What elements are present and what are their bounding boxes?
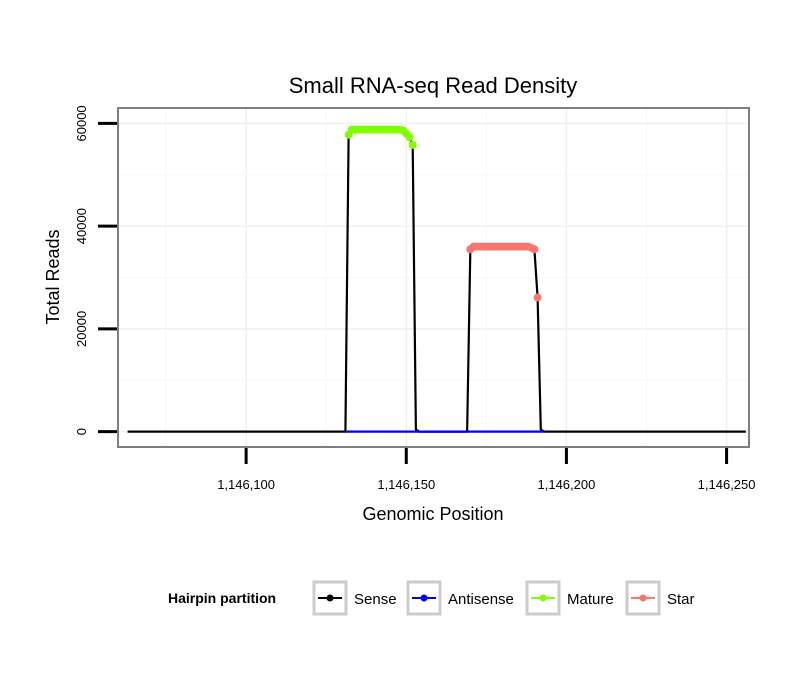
data-point-star [533, 293, 542, 302]
legend-dot-mature [539, 594, 547, 602]
x-tick-label: 1,146,150 [377, 477, 435, 492]
legend-title: Hairpin partition [168, 590, 276, 606]
legend-dot-star [639, 594, 647, 602]
axes: 1,146,100 1,146,150 1,146,200 1,146,250 0 200… [74, 105, 756, 492]
legend-dot-sense [326, 594, 334, 602]
data-point-mature [408, 140, 417, 149]
grid [118, 108, 749, 447]
y-tick-label: 40000 [74, 208, 89, 244]
x-axis-title: Genomic Position [362, 504, 503, 524]
y-tick-label: 20000 [74, 311, 89, 347]
legend-label-sense: Sense [354, 591, 397, 608]
series-layer [127, 125, 746, 433]
legend-dot-antisense [420, 594, 428, 602]
data-point-star [530, 245, 539, 254]
legend-label-mature: Mature [567, 591, 614, 608]
legend: Hairpin partition Sense Antisense Mature St… [168, 580, 695, 616]
x-tick-label: 1,146,200 [538, 477, 596, 492]
legend-label-star: Star [667, 591, 695, 608]
y-axis-title: Total Reads [43, 229, 63, 324]
legend-label-antisense: Antisense [448, 591, 514, 608]
data-point-mature [405, 133, 414, 142]
x-tick-label: 1,146,100 [217, 477, 275, 492]
y-tick-label: 60000 [74, 105, 89, 141]
plot-border [117, 107, 750, 448]
y-tick-label: 0 [74, 428, 89, 435]
chart-title: Small RNA-seq Read Density [289, 73, 578, 98]
x-tick-label: 1,146,250 [698, 477, 756, 492]
